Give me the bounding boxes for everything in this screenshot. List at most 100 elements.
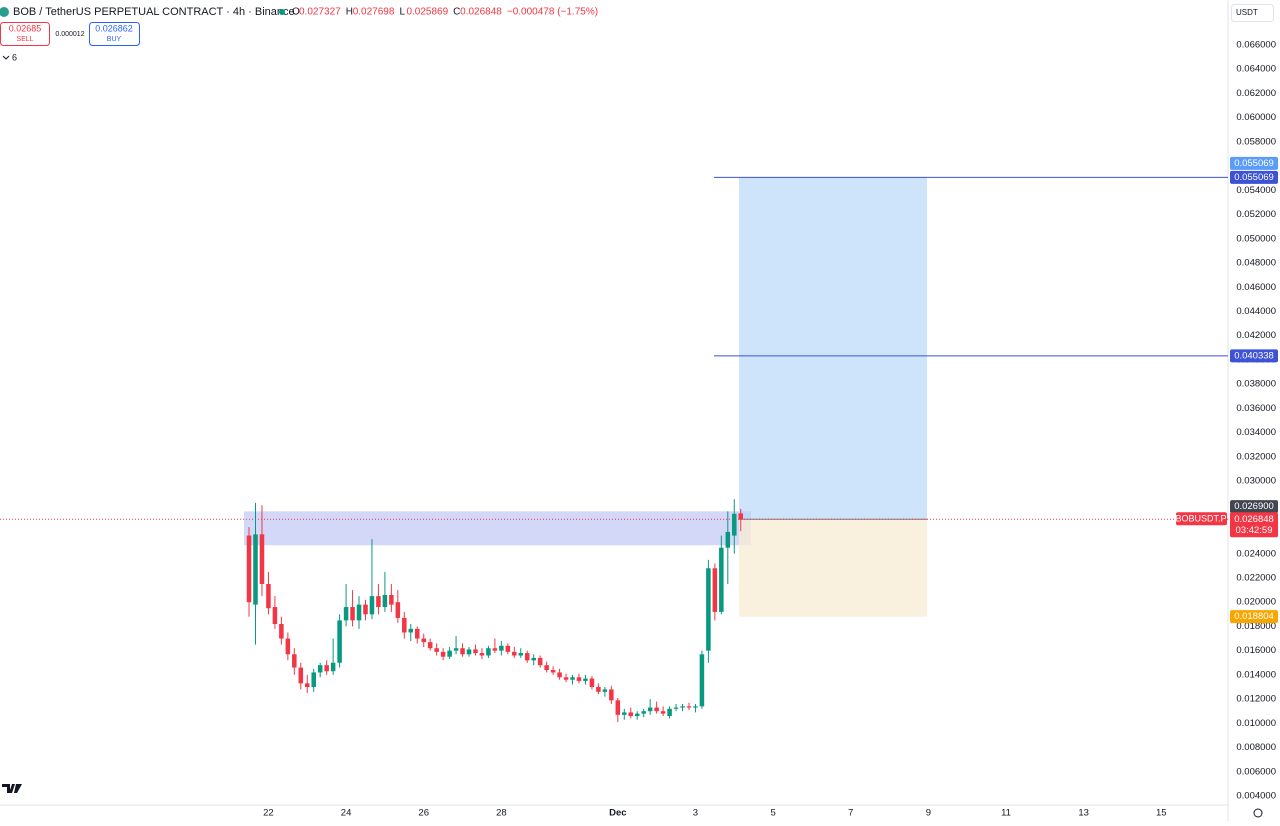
candle-body [460,648,465,655]
ohlc-value: 0.025869 [406,7,448,18]
candle-body [337,620,342,663]
price-tag-label: 0.040338 [1234,350,1274,361]
ohlc-legend: O 0.027327 H 0.027698 L 0.025869 C 0.026848 −0.0… [292,7,598,18]
y-tick-label: 0.036000 [1236,403,1276,414]
candle-body [473,649,478,654]
currency: USDT [1236,8,1258,17]
candle-body [647,707,653,712]
candle-body [505,645,511,652]
candle-body [447,650,452,657]
tv-logo [2,784,22,793]
candle-body [712,568,718,612]
y-tick-label: 0.016000 [1236,645,1276,656]
ohlc-change: −0.000478 (−1.75%) [507,7,598,18]
candle-body [563,677,569,680]
candle-body [570,677,575,680]
symbol-title: BOB / TetherUS PERPETUAL CONTRACT · 4h ·… [13,6,295,18]
y-tick-label: 0.018000 [1236,621,1276,632]
y-tick-label: 0.022000 [1236,572,1276,583]
y-tick-label: 0.004000 [1236,791,1276,802]
candle-body [389,594,394,605]
collapse-arrow[interactable] [2,55,10,60]
candle-body [317,665,323,673]
candle-body [641,711,646,714]
y-tick-label: 0.008000 [1236,742,1276,753]
candle-body [518,653,524,656]
candle-body [576,677,582,681]
y-tick-label: 0.052000 [1236,209,1276,220]
x-tick-label: 22 [263,808,274,819]
x-tick-label: 3 [693,808,698,819]
countdown: 03:42:59 [1236,525,1273,536]
x-tick-label: 7 [848,808,853,819]
candle-body [693,706,698,708]
candle-body [589,678,595,687]
candle-body [395,602,401,618]
candle-body [324,665,329,672]
candle-body [544,665,549,671]
y-tick-label: 0.020000 [1236,597,1276,608]
candle-body [550,670,556,673]
x-tick-label: 11 [1001,808,1011,819]
candle-body [622,712,627,715]
candle-body [667,708,672,717]
candle-body [414,628,420,639]
candle-body [492,648,498,651]
y-tick-label: 0.038000 [1236,379,1276,390]
candle-body [408,628,414,633]
y-tick-label: 0.064000 [1236,64,1276,75]
last-price-tag [1230,512,1278,538]
y-tick-label: 0.058000 [1236,136,1276,147]
candle-body [738,513,744,520]
y-tick-label: 0.066000 [1236,40,1276,51]
buy-button[interactable] [89,22,140,46]
candle-body [479,653,485,656]
candle-body [350,607,355,621]
candle-body [706,568,711,651]
candle-body [440,651,446,657]
candle-body [453,648,459,651]
candle-body [699,654,705,707]
y-tick-label: 0.042000 [1236,330,1276,341]
candle-body [285,638,291,655]
x-tick-label: 9 [926,808,931,819]
y-tick-label: 0.032000 [1236,451,1276,462]
y-tick-label: 0.060000 [1236,112,1276,123]
candle-body [356,604,362,621]
y-tick-label: 0.046000 [1236,282,1276,293]
x-tick-label: 13 [1078,808,1089,819]
x-tick-label: 5 [770,808,775,819]
spread: 0.000012 [55,31,84,38]
x-tick-label: 15 [1156,808,1167,819]
candle-body [427,642,433,649]
settings-icon[interactable] [1253,808,1263,818]
candle-body [486,648,491,656]
ohlc-value: 0.027698 [353,7,395,18]
x-tick-label: 28 [496,808,507,819]
candle-body [421,638,426,643]
candle-body [660,711,666,714]
candle-body [402,617,407,633]
candle-body [363,604,368,615]
candle-body [292,654,297,668]
ohlc-value: 0.026848 [460,7,502,18]
y-tick-label: 0.050000 [1236,233,1276,244]
price-tag [1230,610,1278,624]
candle-body [311,672,316,687]
candle-body [732,513,737,536]
currency-button[interactable] [1231,4,1274,22]
sell-price: 0.02685 [9,23,42,33]
candle-body [304,683,310,687]
candle-body [343,607,349,621]
price-tag-label: 0.018804 [1234,611,1274,622]
x-tick-label: Dec [609,808,626,819]
ohlc-key: H [346,7,353,18]
y-tick-label: 0.014000 [1236,669,1276,680]
sell-button[interactable] [0,22,50,46]
y-tick-label: 0.054000 [1236,185,1276,196]
candle-body [615,700,621,715]
candle-body [434,648,439,652]
candle-body [680,706,685,708]
